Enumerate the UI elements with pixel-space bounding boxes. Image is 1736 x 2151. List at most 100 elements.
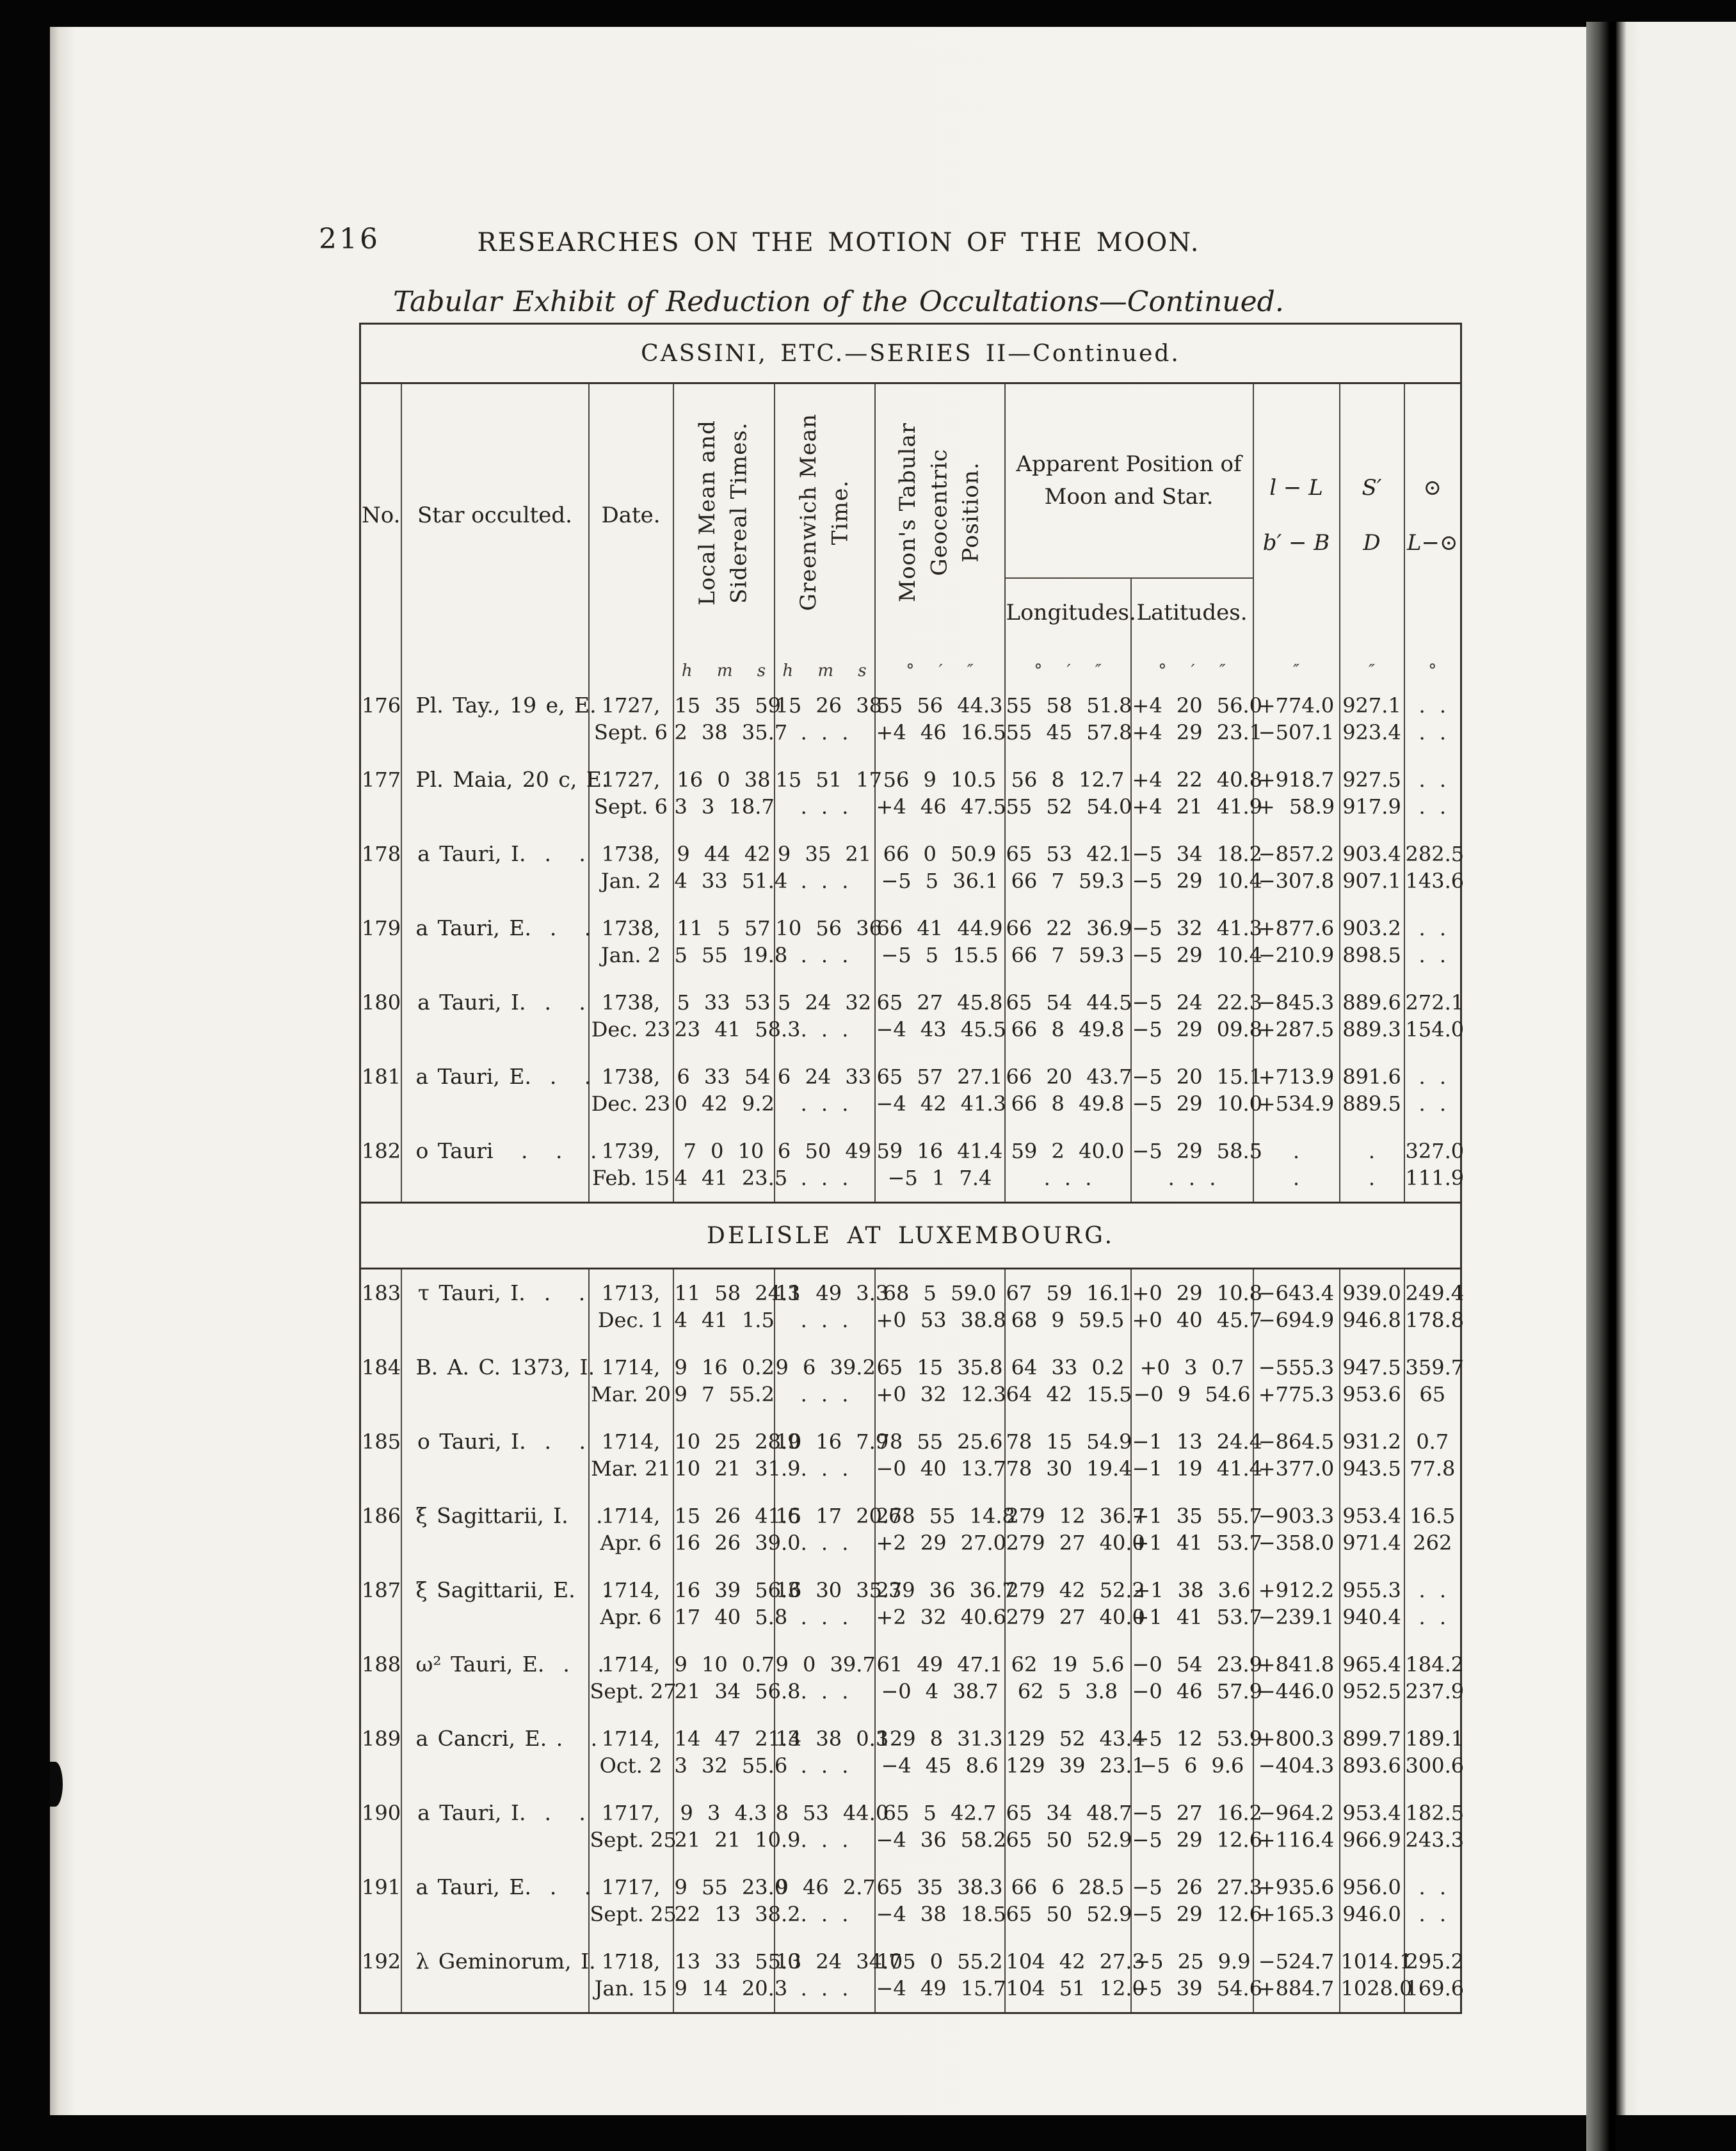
value-cell: −5 29 10.4 [1130,942,1262,979]
date-cell: 1727, [588,756,673,793]
date-cell: Sept. 6 [588,793,673,830]
value-cell: 61 49 47.1 [874,1641,1005,1678]
value-cell: 105 0 55.2 [874,1938,1005,1975]
value-cell: −5 27 16.2 [1130,1789,1262,1826]
value-cell: 300.6 [1403,1752,1464,1789]
value-cell: 129 39 23.1 [1004,1752,1145,1789]
value-cell: 272.1 [1403,979,1464,1016]
value-cell: 5 55 19.8 [672,942,787,979]
star-cell [400,793,589,830]
value-cell: 55 45 57.8 [1004,719,1132,756]
value-cell: +0 32 12.3 [874,1381,1006,1418]
page-number: 216 [319,223,380,255]
table-row: 186 ξ Sagittarii, I. . 1714, 15 26 41.6 15 1… [360,1492,1461,1529]
star-cell [400,1975,589,2013]
star-cell [400,867,589,905]
value-cell: 10 56 36 [773,905,882,942]
value-cell: 907.1 [1338,867,1404,905]
occultation-reduction-table: CASSINI, ETC.—SERIES II—Continued. No. S… [359,323,1464,2014]
date-cell: Sept. 6 [588,719,673,756]
value-cell: +287.5 [1252,1016,1340,1053]
star-cell [400,1752,589,1789]
no-cell: 178 [362,842,401,866]
value-cell: 16 30 35.3 [773,1567,902,1604]
value-cell: −555.3 [1252,1344,1340,1381]
value-cell: −694.9 [1252,1307,1340,1344]
table-row: 187 ξ Sagittarii, E. . 1714, 16 39 56.3 16 3… [360,1567,1461,1604]
value-cell: −0 46 57.9 [1130,1678,1262,1715]
date-cell: Feb. 15 [588,1164,673,1203]
value-cell: 13 33 55.0 [672,1938,801,1975]
value-cell: 9 0 39.7 [773,1641,876,1678]
book-binding-shadow [1586,22,1616,2151]
value-cell: −5 24 22.3 [1130,979,1262,1016]
date-cell: Dec. 1 [588,1307,673,1344]
unit-label: ″ [1252,647,1340,682]
value-cell: 15 26 41.6 [672,1492,801,1529]
value-cell: 903.4 [1338,830,1404,867]
value-cell: 59 16 41.4 [874,1127,1005,1164]
value-cell: . . [1403,756,1461,793]
no-cell [360,1604,401,1641]
value-cell: . . . [773,1455,875,1492]
col-header-s-prime-d: S′ D [1338,383,1404,647]
value-cell: 64 42 15.5 [1004,1381,1132,1418]
col-header-star: Star occulted. [400,383,589,647]
value-cell: 9 35 21 [773,830,875,867]
value-cell: −4 36 58.2 [874,1826,1006,1864]
value-cell: +2 32 40.6 [874,1604,1006,1641]
value-cell: 16 26 39.0 [672,1529,801,1567]
value-cell: 0.7 [1403,1418,1461,1455]
star-cell: a Tauri, E. . . [400,1053,591,1090]
no-cell: 191 [362,1875,401,1899]
no-cell [360,1901,401,1938]
value-cell: 953.6 [1338,1381,1404,1418]
star-cell: Pl. Tay., 19 e, E. [400,682,597,719]
value-cell: 65 34 48.7 [1004,1789,1132,1826]
star-cell [400,1016,589,1053]
value-cell: 5 33 53 [672,979,775,1016]
col-header-no: No. [362,503,401,528]
value-cell: . [1338,1127,1404,1164]
value-cell: 237.9 [1403,1678,1464,1715]
value-cell: 11 49 3.3 [773,1268,888,1307]
value-cell: 955.3 [1338,1567,1404,1604]
value-cell: −5 12 53.9 [1130,1715,1262,1752]
star-cell [400,942,589,979]
star-cell [400,1604,589,1641]
star-cell [400,1529,589,1567]
value-cell: −5 25 9.9 [1130,1938,1253,1975]
value-cell: 13 24 34.7 [773,1938,902,1975]
value-cell: 65 15 35.8 [874,1344,1005,1381]
table-row-second-line: Dec. 23 23 41 58.3. . . −4 43 45.5 66 8 49.… [360,1016,1464,1053]
value-cell: 2 38 35.7 [672,719,787,756]
value-cell: −404.3 [1252,1752,1340,1789]
value-cell: 55 52 54.0 [1004,793,1132,830]
scan-artifact [50,1762,63,1807]
value-cell: . . [1403,942,1461,979]
value-cell: 359.7 [1403,1344,1464,1381]
value-cell: 889.5 [1338,1090,1404,1127]
value-cell: 78 55 25.6 [874,1418,1005,1455]
value-cell: 15 17 20.6 [773,1492,902,1529]
value-cell: 898.5 [1338,942,1404,979]
unit-label: ″ [1338,647,1404,682]
value-cell: 4 33 51.4 [672,867,787,905]
col-header-local-mean-sidereal: Local Mean and Sidereal Times. [695,419,752,606]
value-cell: 55 58 51.8 [1004,682,1132,719]
value-cell: −4 42 41.3 [874,1090,1006,1127]
value-cell: . . . [773,1826,875,1864]
value-cell: +0 53 38.8 [874,1307,1006,1344]
sun-symbol-label: ⊙ [1423,475,1442,501]
value-cell: +165.3 [1252,1901,1340,1938]
value-cell: . . [1403,1053,1461,1090]
value-cell: −0 54 23.9 [1130,1641,1262,1678]
value-cell: 17 40 5.8 [672,1604,787,1641]
value-cell: +4 21 41.9 [1130,793,1262,830]
no-cell [360,1826,401,1864]
value-cell: 279 27 40.0 [1004,1529,1145,1567]
value-cell: + 58.9 [1252,793,1340,830]
value-cell: 65 [1403,1381,1461,1418]
